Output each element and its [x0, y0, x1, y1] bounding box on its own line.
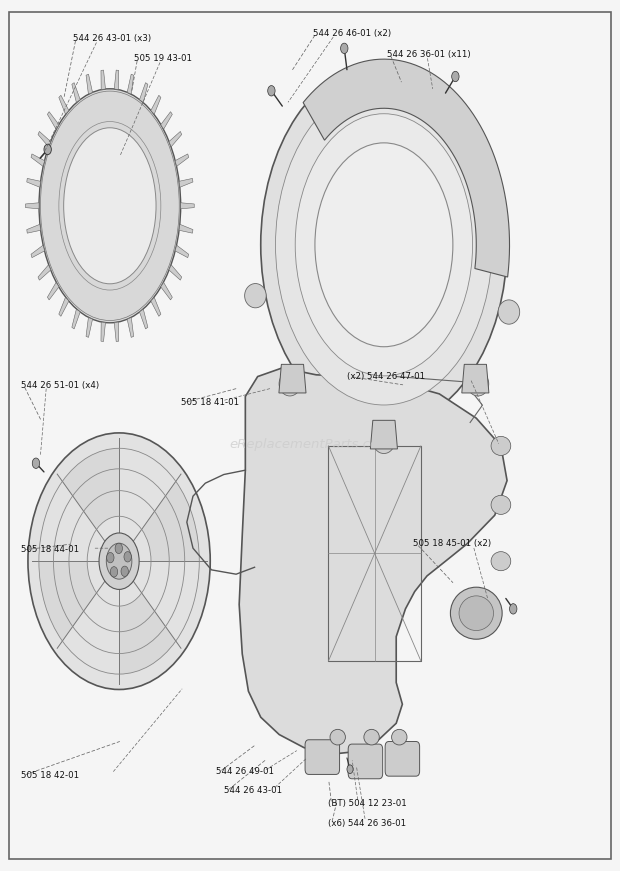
Polygon shape — [72, 83, 80, 103]
Circle shape — [452, 71, 459, 82]
Polygon shape — [179, 179, 193, 187]
Polygon shape — [31, 246, 45, 258]
Ellipse shape — [279, 372, 301, 396]
Ellipse shape — [64, 128, 156, 284]
Polygon shape — [303, 59, 510, 277]
Ellipse shape — [364, 729, 379, 745]
Polygon shape — [101, 70, 105, 90]
Circle shape — [347, 765, 353, 773]
Text: 505 18 45-01 (x2): 505 18 45-01 (x2) — [414, 539, 492, 549]
Text: 544 26 51-01 (x4): 544 26 51-01 (x4) — [20, 381, 99, 389]
Ellipse shape — [295, 114, 472, 376]
Circle shape — [340, 44, 348, 53]
Ellipse shape — [491, 496, 511, 515]
Polygon shape — [370, 421, 397, 449]
Ellipse shape — [467, 372, 489, 396]
Ellipse shape — [498, 300, 520, 324]
Polygon shape — [27, 225, 41, 233]
Text: 544 26 36-01 (x11): 544 26 36-01 (x11) — [387, 50, 471, 58]
Polygon shape — [127, 74, 134, 94]
Text: 544 26 43-01: 544 26 43-01 — [224, 787, 282, 795]
Text: 544 26 43-01 (x3): 544 26 43-01 (x3) — [73, 34, 151, 43]
Text: (BT) 504 12 23-01: (BT) 504 12 23-01 — [329, 800, 407, 808]
Text: 505 19 43-01: 505 19 43-01 — [135, 54, 192, 63]
Text: 505 18 44-01: 505 18 44-01 — [20, 545, 79, 555]
Polygon shape — [63, 449, 119, 530]
Text: 544 26 49-01: 544 26 49-01 — [216, 767, 275, 776]
Polygon shape — [38, 132, 51, 147]
Polygon shape — [161, 282, 172, 300]
Circle shape — [510, 604, 517, 614]
Polygon shape — [86, 74, 92, 94]
Ellipse shape — [28, 433, 210, 690]
Polygon shape — [175, 246, 188, 258]
Polygon shape — [119, 593, 176, 674]
Text: (x6) 544 26 36-01: (x6) 544 26 36-01 — [329, 820, 407, 828]
Ellipse shape — [392, 729, 407, 745]
Polygon shape — [169, 265, 182, 280]
Polygon shape — [31, 154, 45, 166]
Polygon shape — [114, 322, 119, 341]
Polygon shape — [175, 154, 188, 166]
Text: 505 18 41-01: 505 18 41-01 — [180, 398, 239, 407]
FancyBboxPatch shape — [305, 739, 340, 774]
Ellipse shape — [373, 429, 395, 454]
Polygon shape — [39, 561, 97, 641]
Polygon shape — [140, 83, 148, 103]
Polygon shape — [27, 179, 41, 187]
Ellipse shape — [491, 436, 511, 456]
Polygon shape — [161, 111, 172, 129]
FancyBboxPatch shape — [348, 744, 383, 779]
Ellipse shape — [491, 551, 511, 571]
Polygon shape — [151, 95, 161, 114]
Polygon shape — [462, 364, 489, 393]
Circle shape — [99, 533, 139, 590]
Polygon shape — [25, 203, 39, 209]
Ellipse shape — [39, 89, 180, 323]
Polygon shape — [101, 322, 105, 341]
FancyBboxPatch shape — [385, 741, 420, 776]
Ellipse shape — [330, 729, 345, 745]
Polygon shape — [47, 282, 59, 300]
Polygon shape — [239, 368, 507, 754]
Polygon shape — [114, 70, 119, 90]
Ellipse shape — [450, 587, 502, 639]
Polygon shape — [38, 265, 51, 280]
Polygon shape — [59, 297, 69, 316]
Circle shape — [124, 551, 131, 562]
Polygon shape — [279, 364, 306, 393]
Polygon shape — [59, 95, 69, 114]
Polygon shape — [140, 309, 148, 329]
Text: eReplacementParts.com: eReplacementParts.com — [229, 437, 391, 450]
Polygon shape — [141, 482, 199, 561]
Polygon shape — [47, 111, 59, 129]
Ellipse shape — [261, 63, 507, 427]
Polygon shape — [179, 225, 193, 233]
Circle shape — [44, 145, 51, 155]
Polygon shape — [151, 297, 161, 316]
Text: 505 18 42-01: 505 18 42-01 — [20, 771, 79, 780]
Text: 544 26 46-01 (x2): 544 26 46-01 (x2) — [313, 29, 391, 37]
Circle shape — [268, 85, 275, 96]
Circle shape — [110, 567, 118, 577]
Polygon shape — [86, 318, 92, 337]
Polygon shape — [169, 132, 182, 147]
Polygon shape — [180, 203, 194, 209]
Polygon shape — [127, 318, 134, 337]
Ellipse shape — [245, 284, 266, 307]
Ellipse shape — [459, 596, 494, 631]
Polygon shape — [72, 309, 80, 329]
Circle shape — [107, 544, 132, 579]
Circle shape — [115, 544, 123, 554]
Circle shape — [107, 552, 114, 563]
Circle shape — [121, 566, 128, 577]
Ellipse shape — [315, 143, 453, 347]
Ellipse shape — [275, 84, 492, 405]
Text: (x2) 544 26 47-01: (x2) 544 26 47-01 — [347, 372, 425, 381]
Circle shape — [32, 458, 40, 469]
